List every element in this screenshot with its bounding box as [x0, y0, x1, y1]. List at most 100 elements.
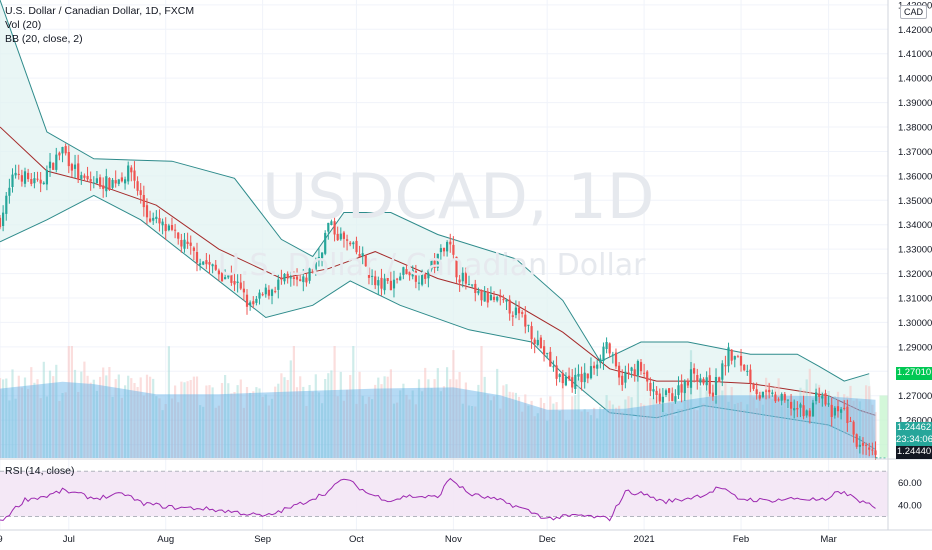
volume-bar	[155, 396, 158, 458]
volume-bar	[671, 403, 674, 458]
candle-body	[527, 324, 530, 326]
volume-bar	[99, 376, 102, 458]
volume-bar	[139, 377, 142, 458]
volume-bar	[399, 390, 402, 458]
volume-bar	[624, 399, 627, 458]
volume-bar	[718, 377, 721, 458]
volume-bar	[871, 404, 874, 458]
candle-body	[314, 261, 317, 270]
candle-body	[52, 162, 55, 170]
volume-bar	[824, 394, 827, 458]
volume-bar	[58, 401, 61, 458]
volume-bar	[289, 360, 292, 458]
price-tick-label: 1.34000	[898, 220, 932, 231]
volume-bar	[214, 407, 217, 458]
volume-bar	[721, 390, 724, 458]
volume-bar	[80, 371, 83, 458]
volume-bar	[552, 403, 555, 458]
candle-body	[583, 372, 586, 383]
candle-body	[424, 274, 427, 279]
candle-body	[499, 295, 502, 298]
volume-bar	[815, 383, 818, 458]
candle-body	[714, 377, 718, 395]
candle-body	[352, 242, 355, 245]
candle-body	[439, 248, 442, 253]
currency-badge[interactable]: CAD	[900, 5, 928, 19]
volume-bar	[549, 396, 552, 458]
volume-bar	[777, 378, 780, 458]
time-tick-label: Aug	[157, 534, 174, 545]
volume-bar	[524, 394, 527, 458]
volume-bar	[217, 405, 220, 458]
volume-bar	[280, 373, 283, 458]
candle-body	[421, 272, 424, 285]
bb-lower-line	[0, 194, 876, 450]
candle-body	[618, 365, 621, 378]
volume-bar	[539, 397, 542, 458]
candle-body	[802, 405, 805, 417]
volume-bar	[611, 404, 614, 458]
candle-body	[671, 393, 674, 402]
candle-body	[5, 195, 8, 214]
candle-body	[602, 346, 605, 361]
candle-body	[45, 170, 48, 185]
volume-bar	[749, 385, 752, 458]
volume-bar	[111, 396, 114, 458]
volume-bar	[211, 387, 214, 458]
candle-body	[199, 263, 202, 265]
volume-bar	[608, 400, 611, 458]
volume-bar	[492, 396, 496, 458]
volume-bar	[627, 396, 630, 458]
volume-bar	[258, 388, 261, 458]
volume-bar	[55, 364, 58, 458]
volume-bar	[805, 379, 808, 458]
volume-bar	[768, 382, 771, 458]
volume-bar	[630, 397, 633, 458]
volume-bar	[114, 379, 117, 458]
volume-bar	[302, 386, 305, 458]
legend-bb[interactable]: BB (20, close, 2)	[5, 33, 83, 45]
volume-bar	[23, 377, 27, 458]
volume-bar	[652, 397, 655, 458]
volume-bar	[383, 376, 386, 458]
volume-bar	[305, 406, 308, 458]
candle-body	[739, 356, 743, 366]
volume-bar	[467, 405, 471, 458]
candle-body	[668, 388, 671, 393]
volume-bar	[505, 384, 508, 458]
candle-body	[211, 264, 214, 267]
volume-bar	[452, 350, 455, 458]
volume-bar	[546, 420, 549, 458]
candle-body	[355, 240, 358, 253]
volume-bar	[277, 383, 280, 458]
volume-bar	[380, 384, 383, 458]
volume-bar	[186, 381, 189, 458]
candle-body	[546, 352, 549, 354]
legend-rsi[interactable]: RSI (14, close)	[5, 465, 75, 477]
legend-volume[interactable]: Vol (20)	[5, 19, 42, 31]
volume-bar	[14, 398, 17, 458]
candle-body	[505, 299, 508, 302]
candle-body	[358, 254, 361, 257]
volume-bar	[577, 378, 580, 458]
volume-bar	[736, 402, 739, 458]
volume-bar	[683, 390, 686, 458]
candle-body	[214, 264, 217, 270]
candle-body	[283, 274, 286, 282]
candle-body	[621, 375, 624, 385]
candle-body	[593, 365, 596, 369]
legend-symbol-title[interactable]: U.S. Dollar / Canadian Dollar, 1D, FXCM	[5, 5, 195, 17]
volume-bar	[152, 378, 155, 458]
candle-body	[414, 271, 417, 282]
candle-body	[8, 187, 11, 196]
candle-body	[324, 232, 327, 254]
candle-body	[736, 356, 739, 358]
volume-bar	[130, 378, 133, 458]
volume-bar	[758, 390, 761, 458]
candle-body	[733, 356, 736, 360]
time-tick-label: Nov	[445, 534, 462, 545]
volume-bar	[195, 376, 199, 458]
candle-body	[295, 276, 299, 280]
volume-bar	[274, 386, 277, 458]
